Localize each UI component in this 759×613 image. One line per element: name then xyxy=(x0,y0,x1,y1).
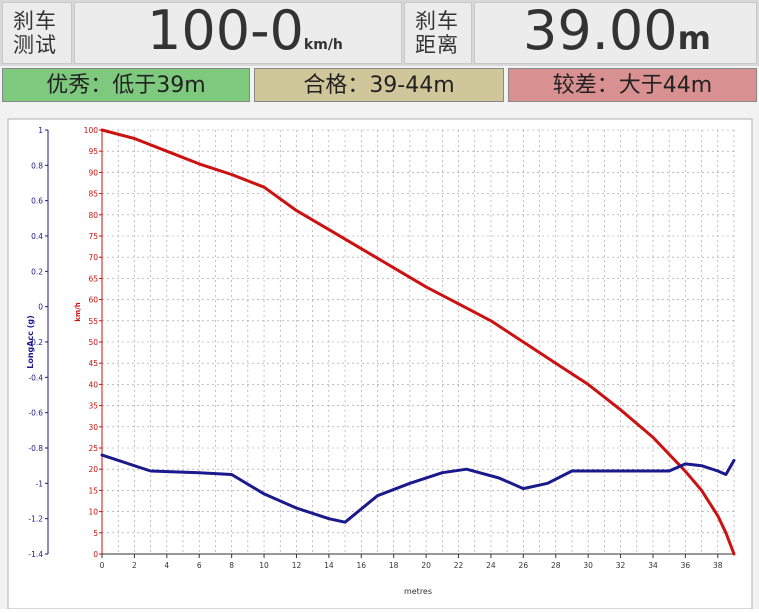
distance-label: 刹车 距离 xyxy=(415,9,459,57)
y-right-tick-label: 30 xyxy=(88,423,98,432)
test-speed-unit: km/h xyxy=(303,37,343,53)
y-right-tick-label: 15 xyxy=(88,486,98,495)
x-tick-label: 6 xyxy=(197,561,202,570)
rating-bar: 优秀：低于39m 合格：39-44m 较差：大于44m xyxy=(0,66,759,106)
x-tick-label: 20 xyxy=(421,561,431,570)
x-tick-label: 10 xyxy=(259,561,269,570)
test-speed-range: 100-0 xyxy=(147,0,304,62)
rating-poor: 较差：大于44m xyxy=(508,68,757,102)
x-tick-label: 18 xyxy=(389,561,399,570)
y-right-tick-label: 85 xyxy=(88,190,98,199)
speed-line xyxy=(100,128,736,556)
braking-chart: 1 0.8 0.6 0.4 0.2 0 -0.2 -0.4 -0.6 -0.8 -1 -1.2 -1.4… xyxy=(0,106,759,610)
y-left-tick-label: 0.2 xyxy=(31,267,43,276)
data-series xyxy=(100,128,736,556)
y-left-tick-label: -1 xyxy=(36,479,44,488)
y-left-tick-label: 0.8 xyxy=(31,161,43,170)
y-left-tick-label: 0.4 xyxy=(31,232,43,241)
chart-area: 1 0.8 0.6 0.4 0.2 0 -0.2 -0.4 -0.6 -0.8 -1 -1.2 -1.4… xyxy=(0,106,759,610)
y-right-tick-label: 10 xyxy=(88,508,98,517)
x-tick-label: 8 xyxy=(229,561,234,570)
y-left-tick-label: 0 xyxy=(38,303,43,312)
test-value-cell: 100-0km/h xyxy=(74,1,402,64)
test-value: 100-0km/h xyxy=(147,1,343,61)
y-right-tick-label: 80 xyxy=(88,211,98,220)
x-tick-label: 28 xyxy=(551,561,561,570)
y-left-axis-label: LongAcc (g) xyxy=(26,315,35,369)
y-right-tick-label: 75 xyxy=(88,232,98,241)
x-tick-label: 0 xyxy=(100,561,105,570)
longacc-line xyxy=(100,453,736,524)
x-tick-label: 12 xyxy=(292,561,302,570)
x-tick-label: 2 xyxy=(132,561,137,570)
distance-number: 39.00 xyxy=(523,0,678,62)
distance-unit: m xyxy=(677,19,711,57)
y-right-tick-label: 55 xyxy=(88,317,98,326)
y-right-tick-label: 60 xyxy=(88,296,98,305)
grid-lines xyxy=(101,129,735,555)
y-right-tick-label: 100 xyxy=(84,126,99,135)
x-tick-label: 34 xyxy=(648,561,658,570)
x-tick-label: 22 xyxy=(454,561,464,570)
y-right-tick-label: 70 xyxy=(88,253,98,262)
y-right-tick-label: 65 xyxy=(88,274,98,283)
y-right-axis-label: km/h xyxy=(74,302,82,322)
x-tick-label: 36 xyxy=(681,561,691,570)
distance-value: 39.00m xyxy=(523,1,711,61)
y-left-tick-label: -1.4 xyxy=(28,550,43,559)
y-left-tick-label: -1.2 xyxy=(28,515,43,524)
y-right-tick-label: 25 xyxy=(88,444,98,453)
x-axis-label: metres xyxy=(404,587,432,596)
header-bar: 刹车 测试 100-0km/h 刹车 距离 39.00m xyxy=(0,0,759,66)
x-tick-label: 30 xyxy=(583,561,593,570)
y-right-tick-label: 90 xyxy=(88,168,98,177)
x-tick-label: 32 xyxy=(616,561,626,570)
y-right-tick-label: 35 xyxy=(88,402,98,411)
rating-excellent: 优秀：低于39m xyxy=(2,68,250,102)
y-left-tick-label: -0.4 xyxy=(28,373,43,382)
x-tick-label: 14 xyxy=(324,561,334,570)
x-tick-label: 16 xyxy=(357,561,367,570)
y-left-tick-label: 0.6 xyxy=(31,197,43,206)
y-right-tick-label: 95 xyxy=(88,147,98,156)
y-right-tick-label: 20 xyxy=(88,465,98,474)
y-left-tick-label: 1 xyxy=(38,126,43,135)
y-right-tick-label: 0 xyxy=(93,550,98,559)
y-right-tick-label: 5 xyxy=(93,529,98,538)
test-label-cell: 刹车 测试 xyxy=(2,2,72,64)
y-right-tick-label: 45 xyxy=(88,359,98,368)
x-tick-label: 24 xyxy=(486,561,496,570)
y-left-tick-label: -0.8 xyxy=(28,444,43,453)
tick-labels: 1 0.8 0.6 0.4 0.2 0 -0.2 -0.4 -0.6 -0.8 -1 -1.2 -1.4… xyxy=(28,126,722,570)
y-left-tick-label: -0.6 xyxy=(28,409,43,418)
x-tick-label: 38 xyxy=(713,561,723,570)
y-left-tick-label: -0.2 xyxy=(28,338,43,347)
distance-label-cell: 刹车 距离 xyxy=(404,2,472,64)
distance-value-cell: 39.00m xyxy=(474,1,757,64)
test-label: 刹车 测试 xyxy=(13,9,57,57)
x-tick-label: 26 xyxy=(519,561,529,570)
chart-panel xyxy=(7,118,753,610)
y-right-tick-label: 50 xyxy=(88,338,98,347)
x-tick-label: 4 xyxy=(164,561,169,570)
rating-pass: 合格：39-44m xyxy=(254,68,504,102)
y-right-tick-label: 40 xyxy=(88,380,98,389)
